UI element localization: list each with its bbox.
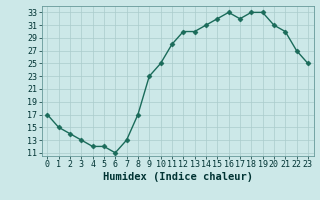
X-axis label: Humidex (Indice chaleur): Humidex (Indice chaleur) bbox=[103, 172, 252, 182]
